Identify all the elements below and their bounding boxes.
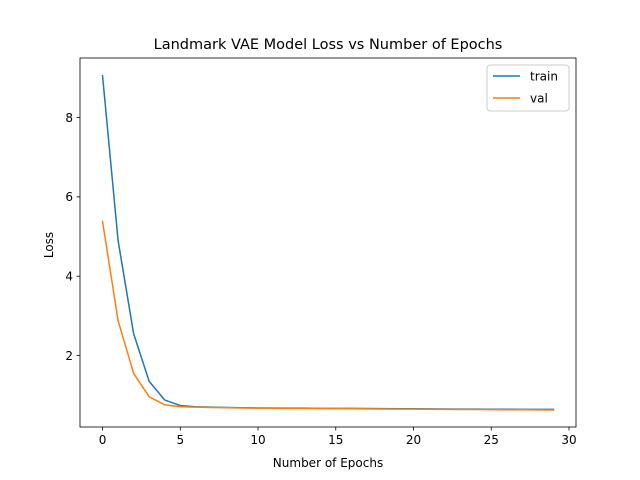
chart-title: Landmark VAE Model Loss vs Number of Epo… bbox=[154, 37, 503, 53]
legend: train val bbox=[486, 64, 570, 112]
y-tick-label: 6 bbox=[65, 190, 73, 204]
y-tick-label: 4 bbox=[65, 270, 73, 284]
plot-area: 0 5 10 15 20 25 30 2 4 6 8 bbox=[65, 57, 577, 447]
x-tick-label: 10 bbox=[250, 433, 265, 447]
x-tick-label: 20 bbox=[406, 433, 421, 447]
y-tick-label: 8 bbox=[65, 111, 73, 125]
series-line-val bbox=[101, 220, 555, 411]
x-tick-label: 5 bbox=[176, 433, 184, 447]
y-tick-label: 2 bbox=[65, 349, 73, 363]
x-axis-title: Number of Epochs bbox=[273, 456, 383, 470]
x-tick-label: 15 bbox=[328, 433, 343, 447]
x-tick-label: 25 bbox=[484, 433, 499, 447]
y-axis-title: Loss bbox=[42, 232, 56, 258]
x-tick-label: 0 bbox=[99, 433, 107, 447]
legend-label-val: val bbox=[530, 91, 548, 105]
legend-label-train: train bbox=[530, 69, 558, 83]
axes-frame bbox=[79, 57, 577, 428]
x-tick-label: 30 bbox=[561, 433, 576, 447]
